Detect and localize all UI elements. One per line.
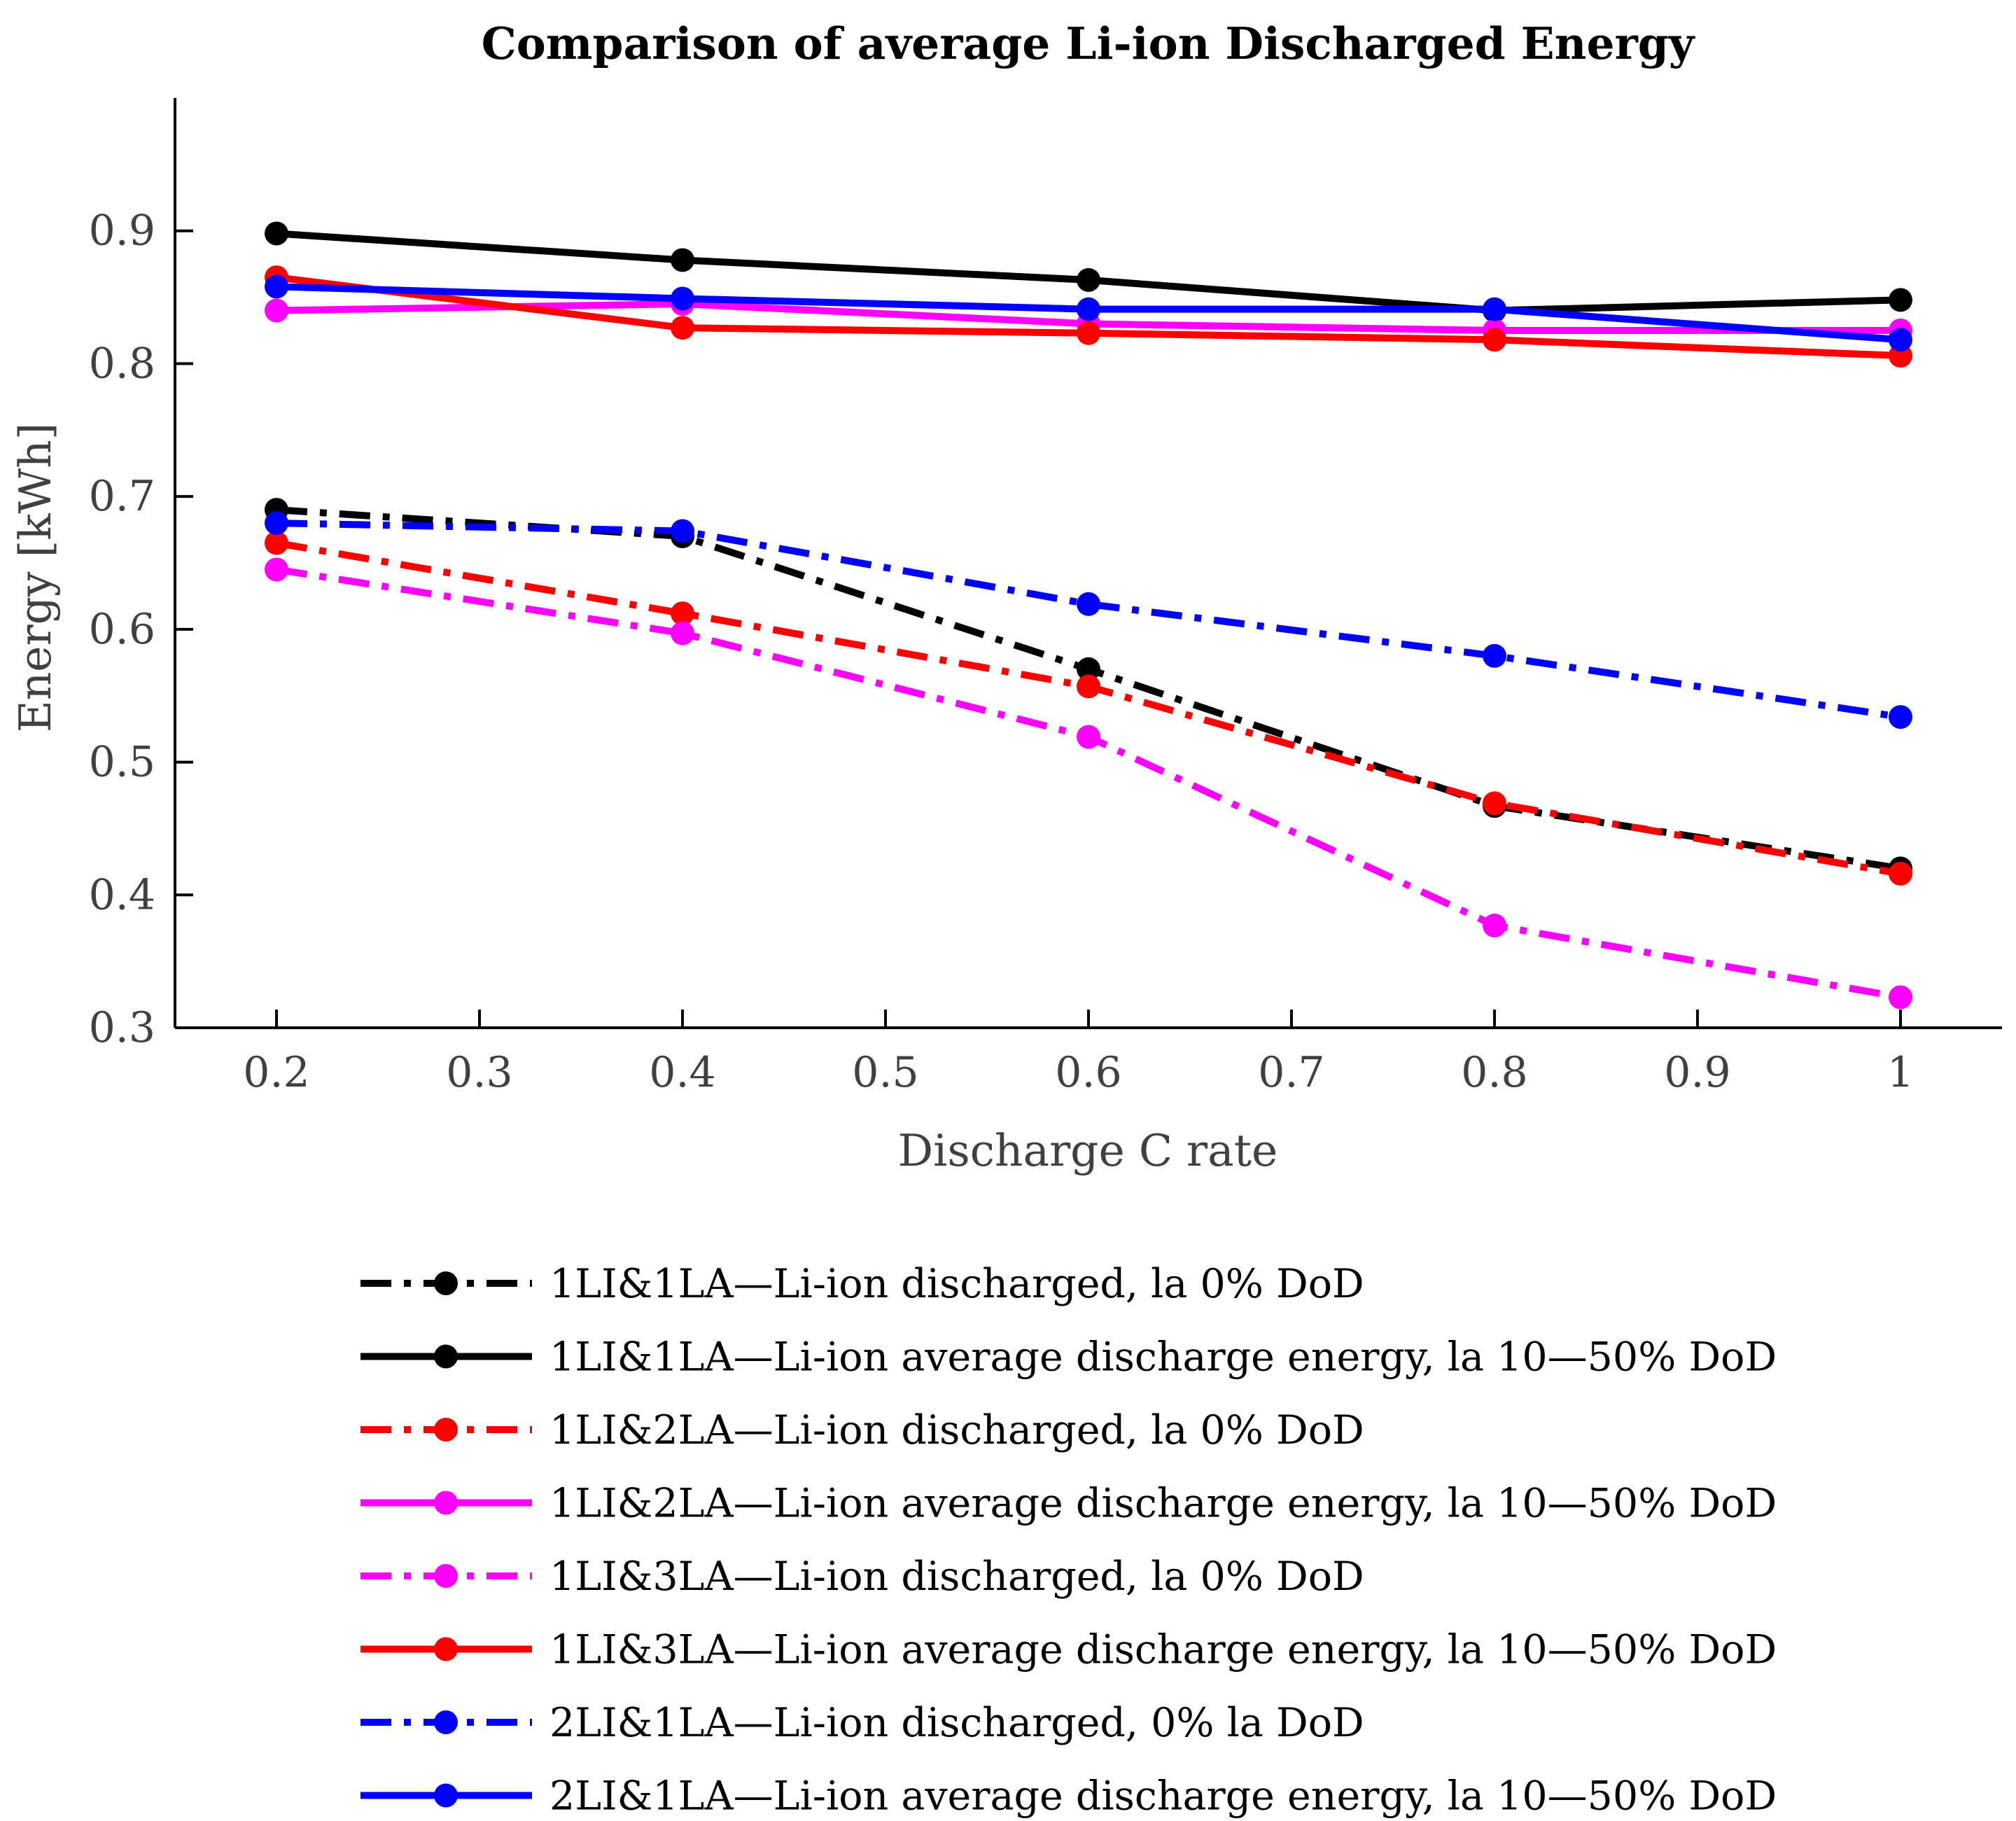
legend-marker: [434, 1344, 458, 1369]
legend-label: 1LI&1LA—Li-ion average discharge energy,…: [550, 1334, 1777, 1381]
data-point: [265, 274, 288, 299]
data-point: [1077, 267, 1100, 292]
legend-label: 1LI&2LA—Li-ion average discharge energy,…: [550, 1481, 1777, 1527]
y-tick-label: 0.4: [89, 870, 155, 919]
data-point: [1889, 861, 1912, 886]
x-tick-label: 0.3: [446, 1048, 512, 1097]
data-point: [265, 531, 288, 555]
data-point: [1077, 657, 1100, 681]
data-point: [1483, 297, 1506, 321]
y-tick-label: 0.8: [89, 339, 155, 388]
y-tick-label: 0.3: [89, 1003, 155, 1052]
legend-label: 2LI&1LA—Li-ion average discharge energy,…: [550, 1773, 1777, 1820]
series-6: [265, 265, 1912, 368]
data-point: [671, 519, 694, 543]
series-line: [276, 519, 1901, 721]
data-point: [1077, 592, 1100, 616]
legend-marker: [434, 1271, 458, 1295]
plot-area: [265, 221, 1912, 1010]
data-point: [671, 286, 694, 311]
legend-item: 1LI&1LA—Li-ion average discharge energy,…: [360, 1334, 1777, 1381]
y-tick-label: 0.5: [89, 738, 155, 787]
series-7: [265, 511, 1912, 730]
axes: 0.2 0.3 0.4 0.5 0.6 0.7 0.8 0.9 1 0.3 0.4 0.5 0.6 0.7…: [89, 98, 2002, 1097]
legend-item: 1LI&1LA—Li-ion discharged, la 0% DoD: [360, 1261, 1364, 1307]
x-tick-label: 0.2: [243, 1048, 309, 1097]
x-tick-label: 0.4: [649, 1048, 715, 1097]
legend-label: 1LI&3LA—Li-ion average discharge energy,…: [550, 1627, 1777, 1673]
legend-marker: [434, 1418, 458, 1442]
data-point: [265, 511, 288, 536]
legend-marker: [434, 1637, 458, 1661]
legend-item: 2LI&1LA—Li-ion average discharge energy,…: [360, 1773, 1777, 1820]
legend-item: 1LI&2LA—Li-ion average discharge energy,…: [360, 1481, 1777, 1527]
legend-marker: [434, 1783, 458, 1808]
data-point: [1889, 288, 1912, 312]
data-point: [1483, 328, 1506, 352]
legend-item: 1LI&2LA—Li-ion discharged, la 0% DoD: [360, 1407, 1364, 1453]
y-tick-label: 0.6: [89, 605, 155, 654]
x-tick-label: 0.6: [1055, 1048, 1121, 1097]
legend-item: 1LI&3LA—Li-ion average discharge energy,…: [360, 1627, 1777, 1673]
legend-item: 2LI&1LA—Li-ion discharged, 0% la DoD: [360, 1700, 1364, 1746]
legend-item: 1LI&3LA—Li-ion discharged, la 0% DoD: [360, 1554, 1364, 1600]
data-point: [1077, 674, 1100, 699]
x-tick-label: 0.8: [1461, 1048, 1527, 1097]
legend-label: 1LI&3LA—Li-ion discharged, la 0% DoD: [550, 1554, 1364, 1600]
x-axis-label: Discharge C rate: [898, 1125, 1278, 1176]
legend-label: 1LI&1LA—Li-ion discharged, la 0% DoD: [550, 1261, 1364, 1307]
data-point: [1889, 328, 1912, 352]
series-2: [265, 221, 1912, 323]
chart-title: Comparison of average Li-ion Discharged …: [482, 18, 1696, 69]
data-point: [1483, 913, 1506, 937]
data-point: [671, 621, 694, 646]
data-point: [671, 316, 694, 340]
data-point: [1483, 643, 1506, 668]
x-tick-label: 1: [1887, 1048, 1914, 1097]
data-point: [265, 557, 288, 582]
data-point: [1077, 725, 1100, 749]
y-axis-label: Energy [kWh]: [10, 423, 61, 733]
data-point: [1483, 791, 1506, 816]
legend-marker: [434, 1491, 458, 1515]
legend-label: 2LI&1LA—Li-ion discharged, 0% la DoD: [550, 1700, 1364, 1746]
y-tick-label: 0.7: [89, 472, 155, 521]
series-3: [265, 531, 1912, 886]
data-point: [1077, 297, 1100, 321]
legend: 1LI&1LA—Li-ion discharged, la 0% DoD 1LI&…: [360, 1261, 1777, 1820]
legend-label: 1LI&2LA—Li-ion discharged, la 0% DoD: [550, 1407, 1364, 1453]
x-tick-label: 0.7: [1258, 1048, 1324, 1097]
data-point: [671, 601, 694, 626]
data-point: [1077, 321, 1100, 345]
data-point: [671, 248, 694, 272]
data-point: [265, 221, 288, 246]
series-5: [265, 557, 1912, 1010]
series-8: [265, 274, 1912, 352]
series-line: [276, 566, 1901, 1001]
data-point: [1889, 705, 1912, 730]
legend-marker: [434, 1564, 458, 1588]
data-point: [265, 298, 288, 323]
x-tick-label: 0.9: [1664, 1048, 1730, 1097]
legend-marker: [434, 1710, 458, 1734]
x-tick-label: 0.5: [852, 1048, 918, 1097]
y-tick-label: 0.9: [89, 207, 155, 256]
data-point: [1889, 985, 1912, 1010]
